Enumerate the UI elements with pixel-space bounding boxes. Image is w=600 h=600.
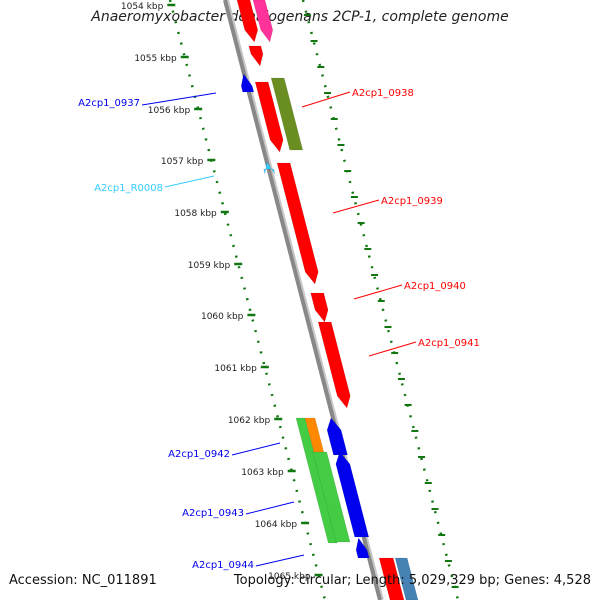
gene-label: A2cp1_0937 — [78, 98, 140, 109]
ruler-label: 1062 kbp — [228, 416, 271, 426]
gene-block-red-0940 — [310, 292, 329, 323]
gene-callout-line — [301, 91, 351, 108]
gene-block-red-0939 — [276, 162, 319, 285]
ruler-label: 1060 kbp — [201, 312, 244, 322]
gene-callout-line — [245, 501, 295, 515]
gene-block-green-0943b — [312, 451, 351, 543]
ruler-label: 1056 kbp — [148, 106, 191, 116]
ruler-label: 1057 kbp — [161, 157, 204, 167]
gene-label: A2cp1_R0008 — [94, 183, 163, 194]
gene-block-pink-top — [252, 0, 274, 43]
gene-block-blue-0944 — [355, 537, 370, 559]
gene-label: A2cp1_0942 — [168, 449, 230, 460]
gene-label: A2cp1_0943 — [182, 508, 244, 519]
gene-label: A2cp1_0941 — [418, 338, 480, 349]
ruler-label: 1061 kbp — [214, 364, 257, 374]
topology-text: Topology: circular; Length: 5,029,329 bp… — [233, 573, 591, 588]
accession-text: Accession: NC_011891 — [9, 573, 157, 588]
gene-block-rna-r0008 — [263, 161, 276, 175]
gene-callout-line — [255, 554, 305, 567]
gene-block-red-bottom — [378, 557, 405, 600]
gene-block-blue-0943 — [335, 451, 370, 538]
gene-block-blue-0937 — [240, 73, 255, 93]
gene-callout-line — [353, 284, 403, 300]
ruler-label: 1065 kbp — [268, 572, 311, 582]
gene-callout-line — [141, 92, 217, 106]
guide-line-left — [168, 0, 327, 600]
gene-block-steelblue-bottom — [394, 557, 419, 600]
gene-block-green-0943a — [295, 417, 338, 544]
ruler-label: 1064 kbp — [255, 520, 298, 530]
ruler-label: 1063 kbp — [241, 468, 284, 478]
gene-block-olive-0938 — [270, 77, 304, 151]
gene-block-red-0938 — [254, 81, 284, 153]
gene-callout-line — [332, 199, 380, 214]
ruler-label: 1054 kbp — [121, 2, 164, 12]
gene-label: A2cp1_0938 — [352, 88, 414, 99]
gene-block-red-top — [236, 0, 259, 43]
ruler-label: 1055 kbp — [134, 54, 177, 64]
gene-callout-line — [164, 175, 215, 188]
ruler-label: 1059 kbp — [188, 261, 231, 271]
gene-block-red-0941 — [317, 321, 351, 409]
gene-label: A2cp1_0939 — [381, 196, 443, 207]
gene-callout-line — [368, 341, 417, 357]
map-title: Anaeromyxobacter dehalogenans 2CP-1, com… — [91, 9, 509, 25]
gene-label: A2cp1_0944 — [192, 560, 254, 571]
ruler-label: 1058 kbp — [174, 209, 217, 219]
gene-label: A2cp1_0940 — [404, 281, 466, 292]
gene-callout-line — [231, 442, 281, 456]
gene-block-red-small — [248, 45, 264, 67]
